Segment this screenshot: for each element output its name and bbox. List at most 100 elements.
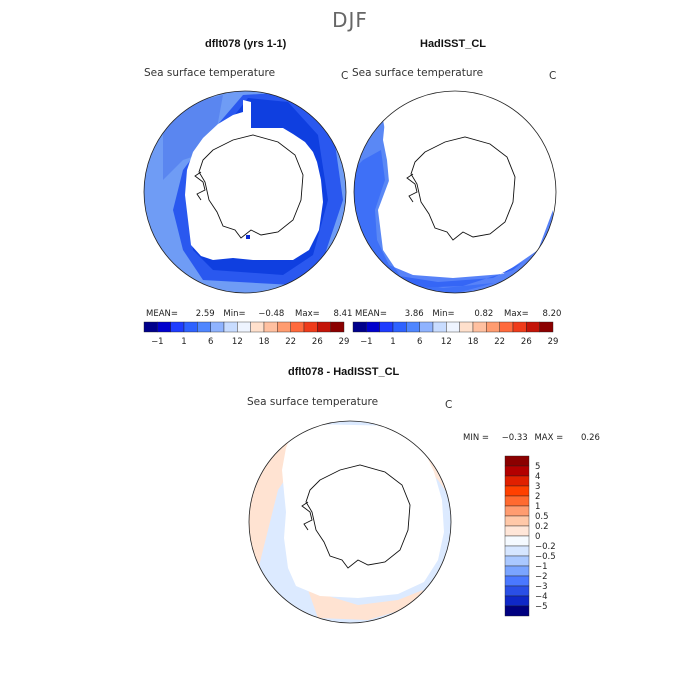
panel3-min-value: −0.33	[501, 433, 528, 443]
panel1-colorbar-segment	[183, 321, 198, 333]
panel3-variable: Sea surface temperature	[247, 396, 379, 408]
panel3-map-border	[248, 420, 452, 624]
panel3-colorbar-tick-label: −1	[535, 562, 548, 572]
panel1-colorbar-tick-label: 6	[208, 337, 213, 347]
panel1-colorbar-segment	[317, 321, 331, 333]
panel3-colorbar-segment	[504, 465, 530, 477]
panel2-sea-ice-mask	[383, 94, 551, 272]
panel1-colorbar-tick-label: 12	[232, 337, 243, 347]
panel3-colorbar-tick-label: 5	[535, 462, 540, 472]
panel1-title: dflt078 (yrs 1-1)	[205, 38, 287, 50]
panel2-max-label: Max=	[504, 309, 529, 319]
panel1-colorbar-segment	[330, 321, 345, 333]
panel1-colorbar-tick-label: 22	[285, 337, 296, 347]
panel2-min-label: Min=	[432, 309, 455, 319]
panel3-colorbar-segment	[504, 475, 530, 487]
panel1-stats: MEAN= 2.59 Min= −0.48 Max= 8.41	[146, 309, 352, 319]
panel3-colorbar-tick-label: −0.5	[535, 552, 556, 562]
panel1-colorbar-segment	[197, 321, 211, 333]
panel3-min-label: MIN =	[463, 433, 490, 443]
panel1-min-label: Min=	[223, 309, 246, 319]
panel2-colorbar-tick-label: −1	[360, 337, 373, 347]
panel1-colorbar-segment	[263, 321, 278, 333]
panel2-colorbar-segment	[392, 321, 407, 333]
panel2-map	[353, 90, 557, 294]
panel3-colorbar-segment	[504, 555, 530, 567]
panel3-ocean-south-positive	[308, 590, 423, 620]
panel3-colorbar-tick-label: 0.2	[535, 522, 549, 532]
panel3-colorbar-segment	[504, 505, 530, 517]
panel2-colorbar-tick-label: 6	[417, 337, 422, 347]
panel1-colorbar-segment	[170, 321, 185, 333]
panel3-stats: MIN = −0.33 MAX = 0.26	[463, 433, 600, 443]
panel1-colorbar-segment	[237, 321, 251, 333]
panel2-colorbar-segment	[526, 321, 540, 333]
panel3-colorbar-tick-label: −5	[535, 602, 548, 612]
panel1-colorbar-tick-label: 18	[259, 337, 270, 347]
panel3-colorbar-segment	[504, 515, 530, 527]
panel2-min-value: 0.82	[474, 309, 494, 319]
season-title: DJF	[332, 8, 368, 32]
panel3-colorbar-segment	[504, 585, 530, 597]
panel3-colorbar-segment	[504, 495, 530, 507]
panel3-colorbar-tick-label: −0.2	[535, 542, 556, 552]
panel2-colorbar-segment	[459, 321, 474, 333]
panel2-colorbar-segment	[366, 321, 380, 333]
panel2-colorbar-segment	[486, 321, 500, 333]
panel1-units: C	[341, 70, 349, 82]
panel3-title: dflt078 - HadISST_CL	[288, 366, 400, 378]
panel3-colorbar-tick-label: −2	[535, 572, 548, 582]
panel2-peninsula	[406, 173, 418, 203]
panel2-colorbar-segment	[352, 321, 367, 333]
panel2-mean-label: MEAN=	[355, 309, 387, 319]
panel2-max-value: 8.20	[542, 309, 562, 319]
panel3-colorbar-tick-label: 2	[535, 492, 540, 502]
panel1-colorbar-tick-label: 26	[312, 337, 323, 347]
panel3-colorbar-segment	[504, 565, 530, 577]
panel2-map-border	[353, 90, 557, 294]
panel1-variable: Sea surface temperature	[144, 67, 276, 79]
panel1-colorbar-segment	[303, 321, 318, 333]
panel1-colorbar-segment	[250, 321, 265, 333]
panel3-colorbar-tick-label: 1	[535, 502, 540, 512]
panel3-colorbar-segment	[504, 525, 530, 537]
panel1-colorbar-segment	[277, 321, 291, 333]
panel3-colorbar-segment	[504, 595, 530, 607]
panel2-colorbar-segment	[512, 321, 527, 333]
panel1-max-value: 8.41	[333, 309, 353, 319]
panel1-colorbar-segment	[290, 321, 305, 333]
panel1-min-value: −0.48	[258, 309, 285, 319]
panel3-colorbar-segment	[504, 575, 530, 587]
panel3-sea-ice-mask	[282, 424, 444, 598]
panel3-colorbar-tick-label: 4	[535, 472, 540, 482]
panel2-colorbar-segment	[472, 321, 487, 333]
panel2-colorbar-tick-label: 26	[521, 337, 532, 347]
panel1-map	[143, 90, 347, 294]
panel3-antarctica-coastline-icon	[305, 464, 411, 569]
panel2-colorbar-segment	[379, 321, 394, 333]
panel1-colorbar-segment	[157, 321, 171, 333]
panel3-units: C	[445, 399, 453, 411]
panel2-colorbar-segment	[539, 321, 554, 333]
panel1-antarctica-coastline-icon	[198, 134, 304, 239]
panel3-colorbar-tick-label: −3	[535, 582, 548, 592]
panel2-variable: Sea surface temperature	[352, 67, 484, 79]
panel3-map	[248, 420, 452, 624]
panel1-sea-ice-mask	[185, 100, 323, 260]
panel1-map-border	[143, 90, 347, 294]
panel3-colorbar-segment	[504, 545, 530, 557]
panel2-colorbar-tick-label: 1	[390, 337, 395, 347]
panel1-colorbar-tick-label: 1	[181, 337, 186, 347]
panel1-peninsula	[194, 171, 206, 201]
panel3-max-label: MAX =	[534, 433, 564, 443]
panel3-colorbar-tick-label: −4	[535, 592, 548, 602]
panel1-ross-sea-patch	[246, 235, 250, 239]
panel1-colorbar-tick-label: −1	[151, 337, 164, 347]
panel3-colorbar-segment	[504, 605, 530, 617]
panel3-colorbar-segment	[504, 535, 530, 547]
panel2-antarctica-coastline-icon	[410, 136, 516, 241]
panel1-colorbar-tick-label: 29	[339, 337, 350, 347]
panel2-colorbar-segment	[432, 321, 447, 333]
panel1-colorbar-segment	[223, 321, 238, 333]
